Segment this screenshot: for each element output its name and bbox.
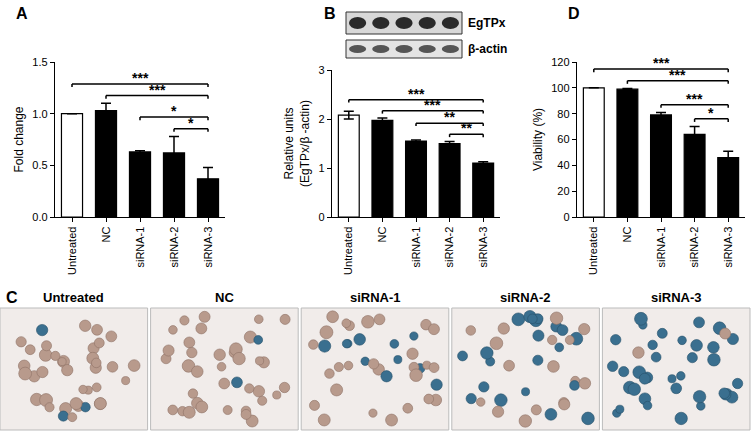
svg-text:**: **	[444, 109, 455, 125]
svg-text:2: 2	[318, 113, 324, 125]
svg-text:**: **	[461, 120, 472, 136]
svg-text:siRNA-1: siRNA-1	[350, 290, 401, 305]
svg-text:***: ***	[669, 67, 686, 83]
svg-text:100: 100	[551, 82, 569, 94]
svg-text:β-actin: β-actin	[468, 42, 507, 56]
svg-text:siRNA-3: siRNA-3	[477, 227, 489, 268]
svg-text:*: *	[708, 105, 714, 121]
svg-text:***: ***	[132, 70, 149, 86]
svg-text:Untreated: Untreated	[43, 290, 104, 305]
svg-text:siRNA-2: siRNA-2	[168, 227, 180, 268]
svg-text:1.5: 1.5	[32, 56, 47, 68]
svg-text:0: 0	[563, 211, 569, 223]
svg-text:siRNA-3: siRNA-3	[722, 227, 734, 268]
svg-text:1: 1	[318, 162, 324, 174]
svg-text:20: 20	[557, 185, 569, 197]
svg-text:siRNA-2: siRNA-2	[443, 227, 455, 268]
svg-text:Untreated: Untreated	[342, 227, 354, 275]
svg-text:Fold change: Fold change	[12, 106, 26, 172]
svg-text:C: C	[6, 289, 18, 306]
svg-text:40: 40	[557, 159, 569, 171]
svg-text:A: A	[16, 5, 28, 22]
svg-text:120: 120	[551, 56, 569, 68]
svg-text:***: ***	[149, 82, 166, 98]
svg-text:siRNA-1: siRNA-1	[134, 227, 146, 268]
svg-text:siRNA-1: siRNA-1	[410, 227, 422, 268]
svg-text:0.0: 0.0	[32, 211, 47, 223]
svg-text:*: *	[188, 115, 194, 131]
svg-text:NC: NC	[100, 227, 112, 243]
svg-text:siRNA-2: siRNA-2	[688, 227, 700, 268]
svg-text:Viability (%): Viability (%)	[531, 108, 545, 171]
svg-text:NC: NC	[621, 227, 633, 243]
svg-text:3: 3	[318, 64, 324, 76]
svg-text:B: B	[324, 5, 336, 22]
svg-text:*: *	[171, 103, 177, 119]
svg-text:1.0: 1.0	[32, 108, 47, 120]
svg-text:0: 0	[318, 211, 324, 223]
svg-text:D: D	[568, 5, 580, 22]
svg-text:0.5: 0.5	[32, 159, 47, 171]
svg-text:EgTPx: EgTPx	[468, 16, 506, 30]
svg-text:siRNA-1: siRNA-1	[655, 227, 667, 268]
svg-text:NC: NC	[215, 290, 234, 305]
svg-text:Untreated: Untreated	[66, 227, 78, 275]
svg-text:Relative units(EgTPx/β -actin): Relative units(EgTPx/β -actin)	[282, 100, 312, 187]
svg-text:60: 60	[557, 133, 569, 145]
svg-text:***: ***	[686, 91, 703, 107]
svg-text:siRNA-2: siRNA-2	[500, 290, 551, 305]
svg-text:siRNA-3: siRNA-3	[651, 290, 702, 305]
svg-text:80: 80	[557, 108, 569, 120]
svg-text:siRNA-3: siRNA-3	[202, 227, 214, 268]
svg-text:NC: NC	[376, 227, 388, 243]
svg-text:***: ***	[408, 86, 425, 102]
svg-text:***: ***	[653, 55, 670, 71]
svg-text:***: ***	[424, 97, 441, 113]
svg-text:Untreated: Untreated	[587, 227, 599, 275]
